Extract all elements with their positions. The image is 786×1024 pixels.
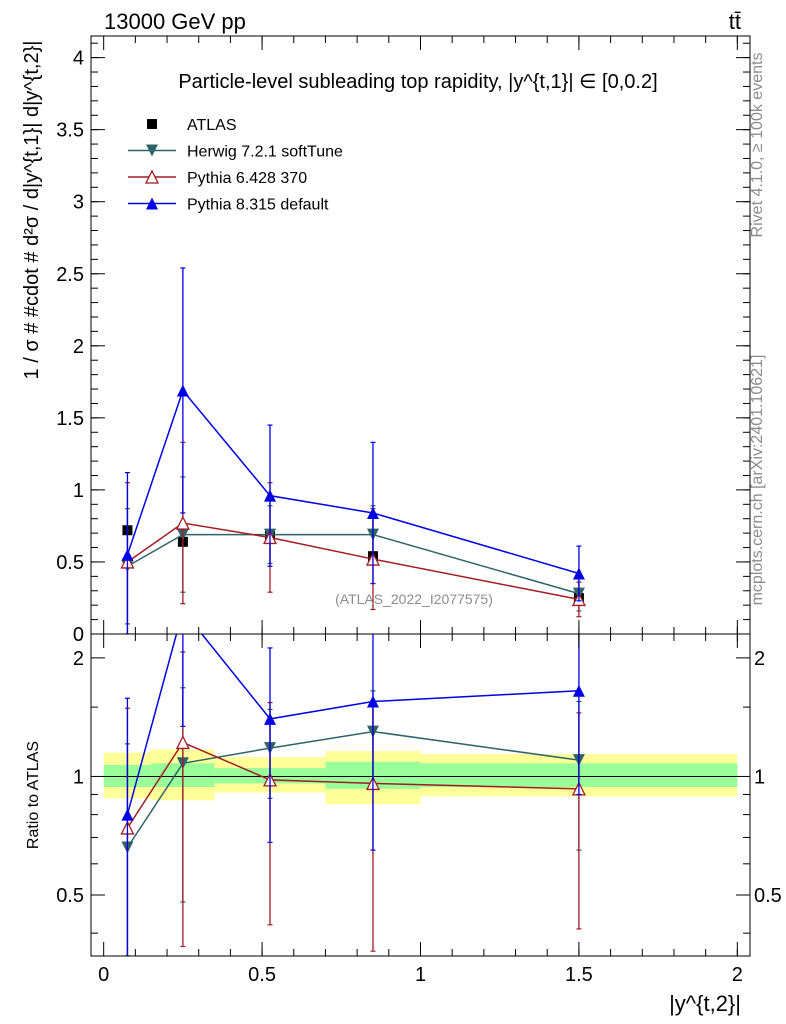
- ratio-pythia-8-315-default-point: [121, 808, 134, 821]
- legend-pythia-6-428-370-label: Pythia 6.428 370: [187, 170, 307, 187]
- main-y-axis-title: 1 / σ # #cdot # d²σ / d|y^{t,1}| d|y^{t,…: [21, 41, 43, 380]
- legend-pythia-8-315-default: Pythia 8.315 default: [128, 197, 329, 214]
- main-pythia-8-315-default-point: [366, 506, 379, 519]
- energy-label: 13000 GeV pp: [104, 9, 246, 34]
- main-y-tick-label: 2: [73, 336, 84, 358]
- legend-herwig-7-2-1-softtune-marker: [146, 144, 158, 157]
- ratio-y-tick-label: 0.5: [56, 885, 84, 907]
- x-tick-label: 0: [98, 964, 109, 986]
- main-panel: (ATLAS_2022_I2077575) Particle-level sub…: [56, 35, 751, 646]
- ratio-pythia-8-315-default-point: [264, 712, 277, 725]
- main-y-tick-label: 4: [73, 48, 84, 70]
- legend-herwig-7-2-1-softtune: Herwig 7.2.1 softTune: [128, 144, 343, 161]
- main-pythia-8-315-default-point: [572, 567, 585, 580]
- process-label: tt̄: [729, 9, 741, 34]
- x-tick-label: 1: [415, 964, 426, 986]
- legend-atlas: ATLAS: [147, 117, 237, 134]
- legend-herwig-7-2-1-softtune-label: Herwig 7.2.1 softTune: [187, 144, 343, 161]
- ratio-y-tick-label: 1: [73, 766, 84, 788]
- ratio-y-tick-label-right: 0.5: [754, 885, 782, 907]
- main-pythia-8-315-default-point: [176, 384, 189, 397]
- plot-title: Particle-level subleading top rapidity, …: [178, 71, 657, 93]
- ratio-pythia-8-315-default-point: [177, 604, 189, 616]
- main-y-tick-label: 3: [73, 192, 84, 214]
- ratio-pythia-6-428-370-point: [175, 734, 190, 750]
- legend-pythia-6-428-370-marker: [144, 169, 160, 184]
- rivet-label: Rivet 4.1.0, ≥ 100k events: [749, 53, 766, 238]
- ratio-y-axis-title: Ratio to ATLAS: [25, 741, 42, 849]
- main-pythia-8-315-default-point: [121, 548, 134, 561]
- ratio-pythia-8-315-default-point: [572, 684, 585, 697]
- legend-pythia-8-315-default-label: Pythia 8.315 default: [187, 197, 329, 214]
- ratio-panel: 0.5 0.51 12 20 0.5 1 1.5 2: [56, 604, 782, 986]
- x-tick-label: 2: [732, 964, 743, 986]
- legend-pythia-8-315-default-marker: [146, 197, 158, 210]
- legend-atlas-label: ATLAS: [187, 117, 237, 134]
- main-pythia-6-428-370-point: [175, 515, 190, 530]
- x-axis-title: |y^{t,2}|: [669, 991, 741, 1016]
- analysis-watermark: (ATLAS_2022_I2077575): [335, 591, 493, 607]
- ratio-pythia-8-315-default-point: [366, 695, 379, 708]
- ratio-y-tick-label: 2: [73, 648, 84, 670]
- x-tick-label: 0.5: [248, 964, 276, 986]
- main-y-tick-label: 0: [73, 624, 84, 646]
- legend: ATLAS Herwig 7.2.1 softTune Pythia 6.428 3…: [128, 117, 343, 214]
- main-y-tick-label: 2.5: [56, 264, 84, 286]
- ratio-y-tick-label-right: 1: [754, 766, 765, 788]
- legend-atlas-marker: [147, 119, 157, 129]
- main-y-tick-label: 1.5: [56, 408, 84, 430]
- x-tick-label: 1.5: [565, 964, 593, 986]
- ratio-pythia-8-315-default-series: [121, 604, 585, 956]
- main-y-tick-label: 3.5: [56, 120, 84, 142]
- main-y-tick-label: 0.5: [56, 552, 84, 574]
- main-herwig-7-2-1-softtune-line: [127, 533, 580, 595]
- ratio-herwig-7-2-1-softtune-series: [121, 687, 585, 956]
- main-pythia-8-315-default-series: [121, 267, 585, 634]
- main-pythia-8-315-default-point: [264, 489, 277, 502]
- ratio-y-tick-label-right: 2: [754, 648, 765, 670]
- legend-pythia-6-428-370: Pythia 6.428 370: [128, 169, 307, 187]
- mcplots-label: mcplots.cern.ch [arXiv:2401.10621]: [749, 355, 766, 606]
- main-y-tick-label: 1: [73, 480, 84, 502]
- main-pythia-8-315-default-line: [126, 388, 580, 575]
